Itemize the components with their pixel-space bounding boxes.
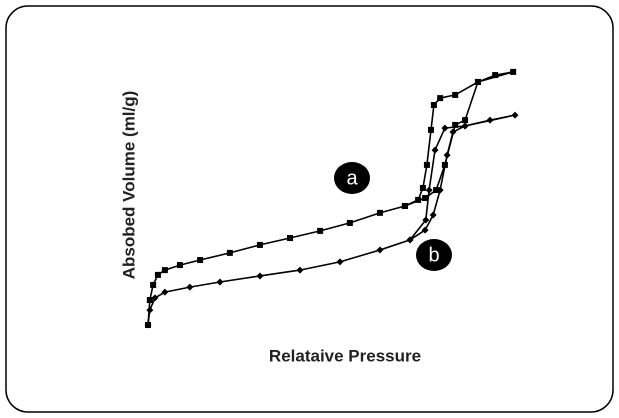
- marker: [443, 151, 451, 159]
- marker: [406, 236, 414, 244]
- x-axis-label: Relataive Pressure: [269, 346, 421, 365]
- marker: [422, 216, 430, 224]
- marker: [452, 121, 459, 128]
- marker: [429, 211, 437, 219]
- marker: [421, 226, 429, 234]
- marker: [492, 72, 499, 79]
- marker: [422, 195, 429, 202]
- marker: [256, 272, 264, 280]
- marker: [511, 111, 519, 119]
- marker: [317, 227, 324, 234]
- marker: [376, 246, 384, 254]
- y-axis-label: Absobed Volume (ml/g): [119, 91, 138, 280]
- marker: [461, 122, 469, 130]
- marker: [449, 128, 457, 136]
- series-badge: [416, 239, 452, 271]
- marker: [146, 297, 153, 304]
- marker: [441, 124, 449, 132]
- marker: [474, 78, 481, 85]
- marker: [436, 186, 444, 194]
- marker: [151, 294, 159, 302]
- marker: [437, 95, 444, 102]
- marker: [423, 161, 430, 168]
- marker: [415, 196, 422, 203]
- marker: [197, 257, 204, 264]
- marker: [431, 146, 439, 154]
- marker: [216, 278, 224, 286]
- marker: [462, 117, 469, 124]
- marker: [144, 321, 152, 329]
- marker: [161, 267, 168, 274]
- marker: [486, 116, 494, 124]
- series-label: a: [346, 167, 358, 189]
- marker: [296, 266, 304, 274]
- marker: [510, 68, 517, 75]
- marker: [256, 241, 263, 248]
- frame: [5, 5, 614, 413]
- marker: [433, 187, 440, 194]
- marker: [226, 249, 233, 256]
- marker: [430, 102, 437, 109]
- marker: [161, 288, 169, 296]
- marker: [176, 262, 183, 269]
- marker: [154, 271, 161, 278]
- marker: [376, 209, 383, 216]
- marker: [452, 91, 459, 98]
- marker: [150, 281, 157, 288]
- marker: [425, 186, 433, 194]
- marker: [419, 184, 426, 191]
- marker: [427, 126, 434, 133]
- marker: [346, 219, 353, 226]
- marker: [401, 202, 408, 209]
- marker: [287, 235, 294, 242]
- marker: [186, 283, 194, 291]
- marker: [146, 306, 154, 314]
- series-label: b: [428, 244, 439, 266]
- series-badge: [334, 162, 370, 194]
- marker: [336, 258, 344, 266]
